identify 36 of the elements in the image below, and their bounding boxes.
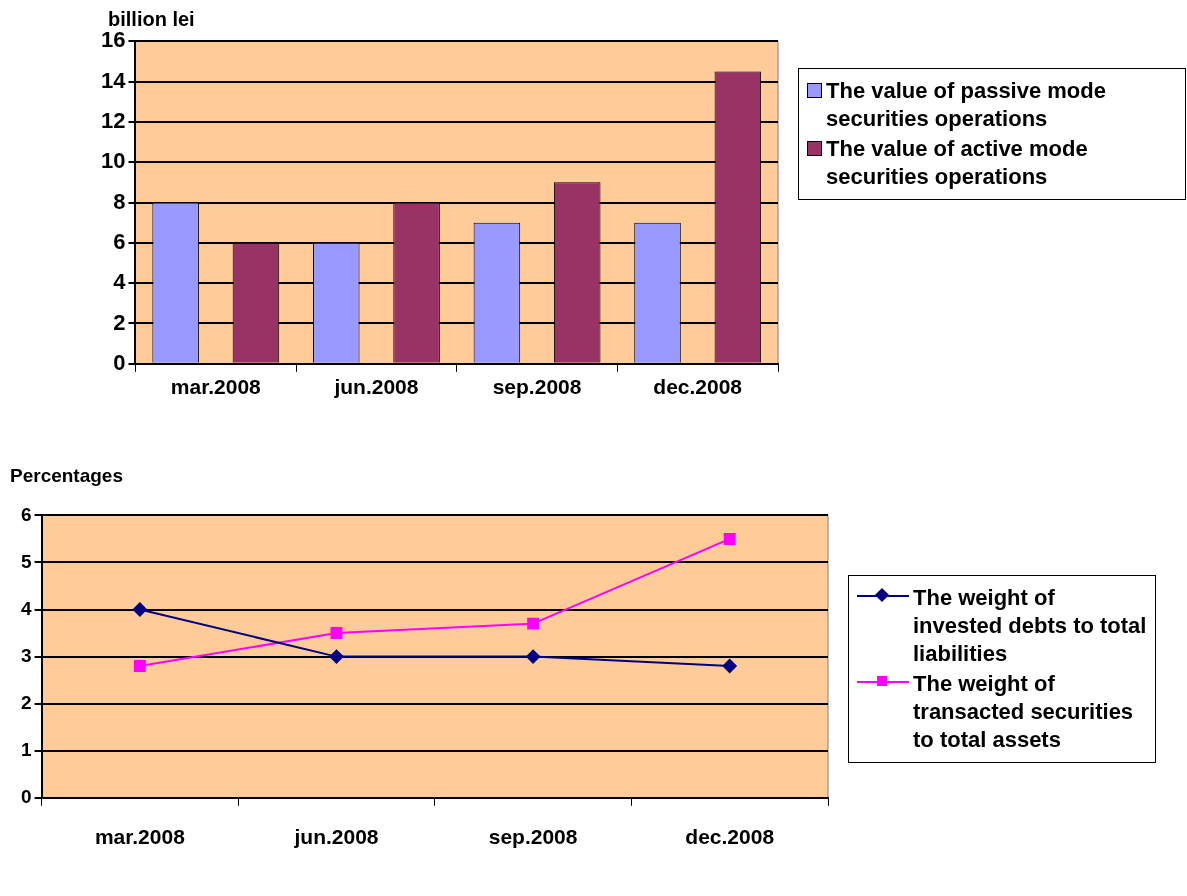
y-tick-label: 0 [113, 349, 126, 375]
x-tick-label: dec.2008 [653, 375, 743, 399]
y-tick-label: 4 [113, 269, 127, 295]
point [723, 532, 736, 545]
point [132, 602, 147, 617]
x-tick-label: dec.2008 [685, 825, 775, 849]
legend-label: The weight of invested debts to total liabilities [913, 584, 1147, 668]
y-tick-label: 6 [113, 228, 126, 254]
y-tick-label: 0 [20, 786, 32, 808]
point [329, 649, 344, 664]
y-tick-label: 4 [20, 597, 32, 619]
x-tick-label: sep.2008 [488, 825, 578, 849]
point [527, 617, 540, 630]
legend-label: The value of active mode securities operations [826, 135, 1089, 191]
y-tick-label: 10 [100, 148, 126, 174]
point [526, 649, 541, 664]
y-tick-label: 3 [20, 644, 32, 666]
legend-label: The weight of transacted securities to total assets [913, 670, 1135, 754]
point [133, 660, 146, 672]
x-tick-label: mar.2008 [170, 375, 262, 399]
y-axis-title: Percentages [10, 465, 124, 487]
y-tick-label: 2 [20, 691, 32, 713]
x-tick-label: sep.2008 [492, 375, 582, 399]
y-tick-label: 6 [20, 503, 32, 525]
x-tick-label: mar.2008 [94, 825, 186, 849]
y-tick-label: 5 [20, 550, 32, 572]
point [722, 659, 737, 674]
point [330, 627, 343, 640]
y-tick-label: 8 [113, 188, 126, 214]
y-tick-label: 2 [113, 309, 126, 335]
legend-label: The value of passive mode securities operations [826, 77, 1107, 133]
y-tick-label: 14 [100, 67, 127, 93]
x-tick-label: jun.2008 [293, 825, 379, 849]
x-tick-label: jun.2008 [333, 375, 419, 399]
y-tick-label: 12 [100, 107, 126, 133]
y-tick-label: 1 [20, 738, 32, 760]
